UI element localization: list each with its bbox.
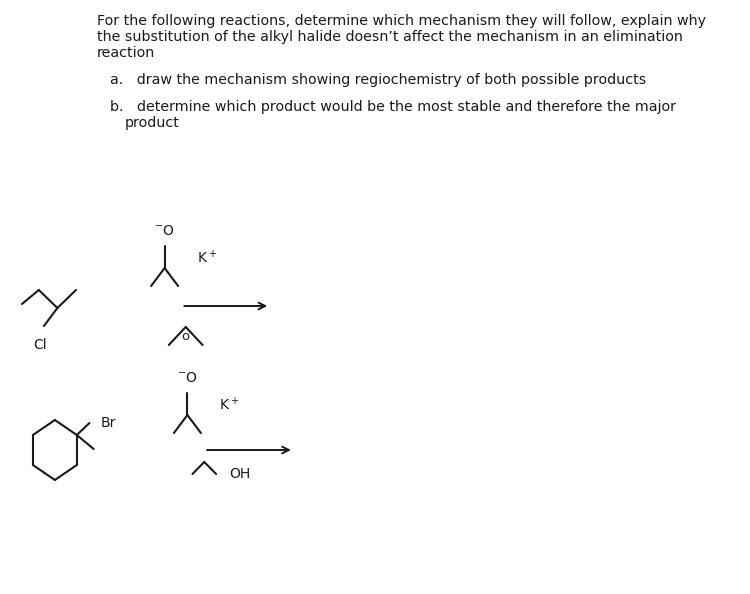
Text: Cl: Cl — [34, 338, 47, 352]
Text: OH: OH — [230, 467, 251, 481]
Text: product: product — [125, 116, 180, 130]
Text: b.   determine which product would be the most stable and therefore the major: b. determine which product would be the … — [110, 100, 676, 114]
Text: o: o — [182, 330, 190, 343]
Text: For the following reactions, determine which mechanism they will follow, explain: For the following reactions, determine w… — [97, 14, 706, 28]
Text: a.   draw the mechanism showing regiochemistry of both possible products: a. draw the mechanism showing regiochemi… — [110, 73, 646, 87]
Text: K$^+$: K$^+$ — [196, 249, 217, 267]
Text: K$^+$: K$^+$ — [220, 396, 240, 413]
Text: the substitution of the alkyl halide doesn’t affect the mechanism in an eliminat: the substitution of the alkyl halide doe… — [97, 30, 683, 44]
Text: Br: Br — [100, 416, 116, 430]
Text: $^{-}$O: $^{-}$O — [177, 371, 198, 385]
Text: $^{-}$O: $^{-}$O — [154, 224, 175, 238]
Text: reaction: reaction — [97, 46, 155, 60]
